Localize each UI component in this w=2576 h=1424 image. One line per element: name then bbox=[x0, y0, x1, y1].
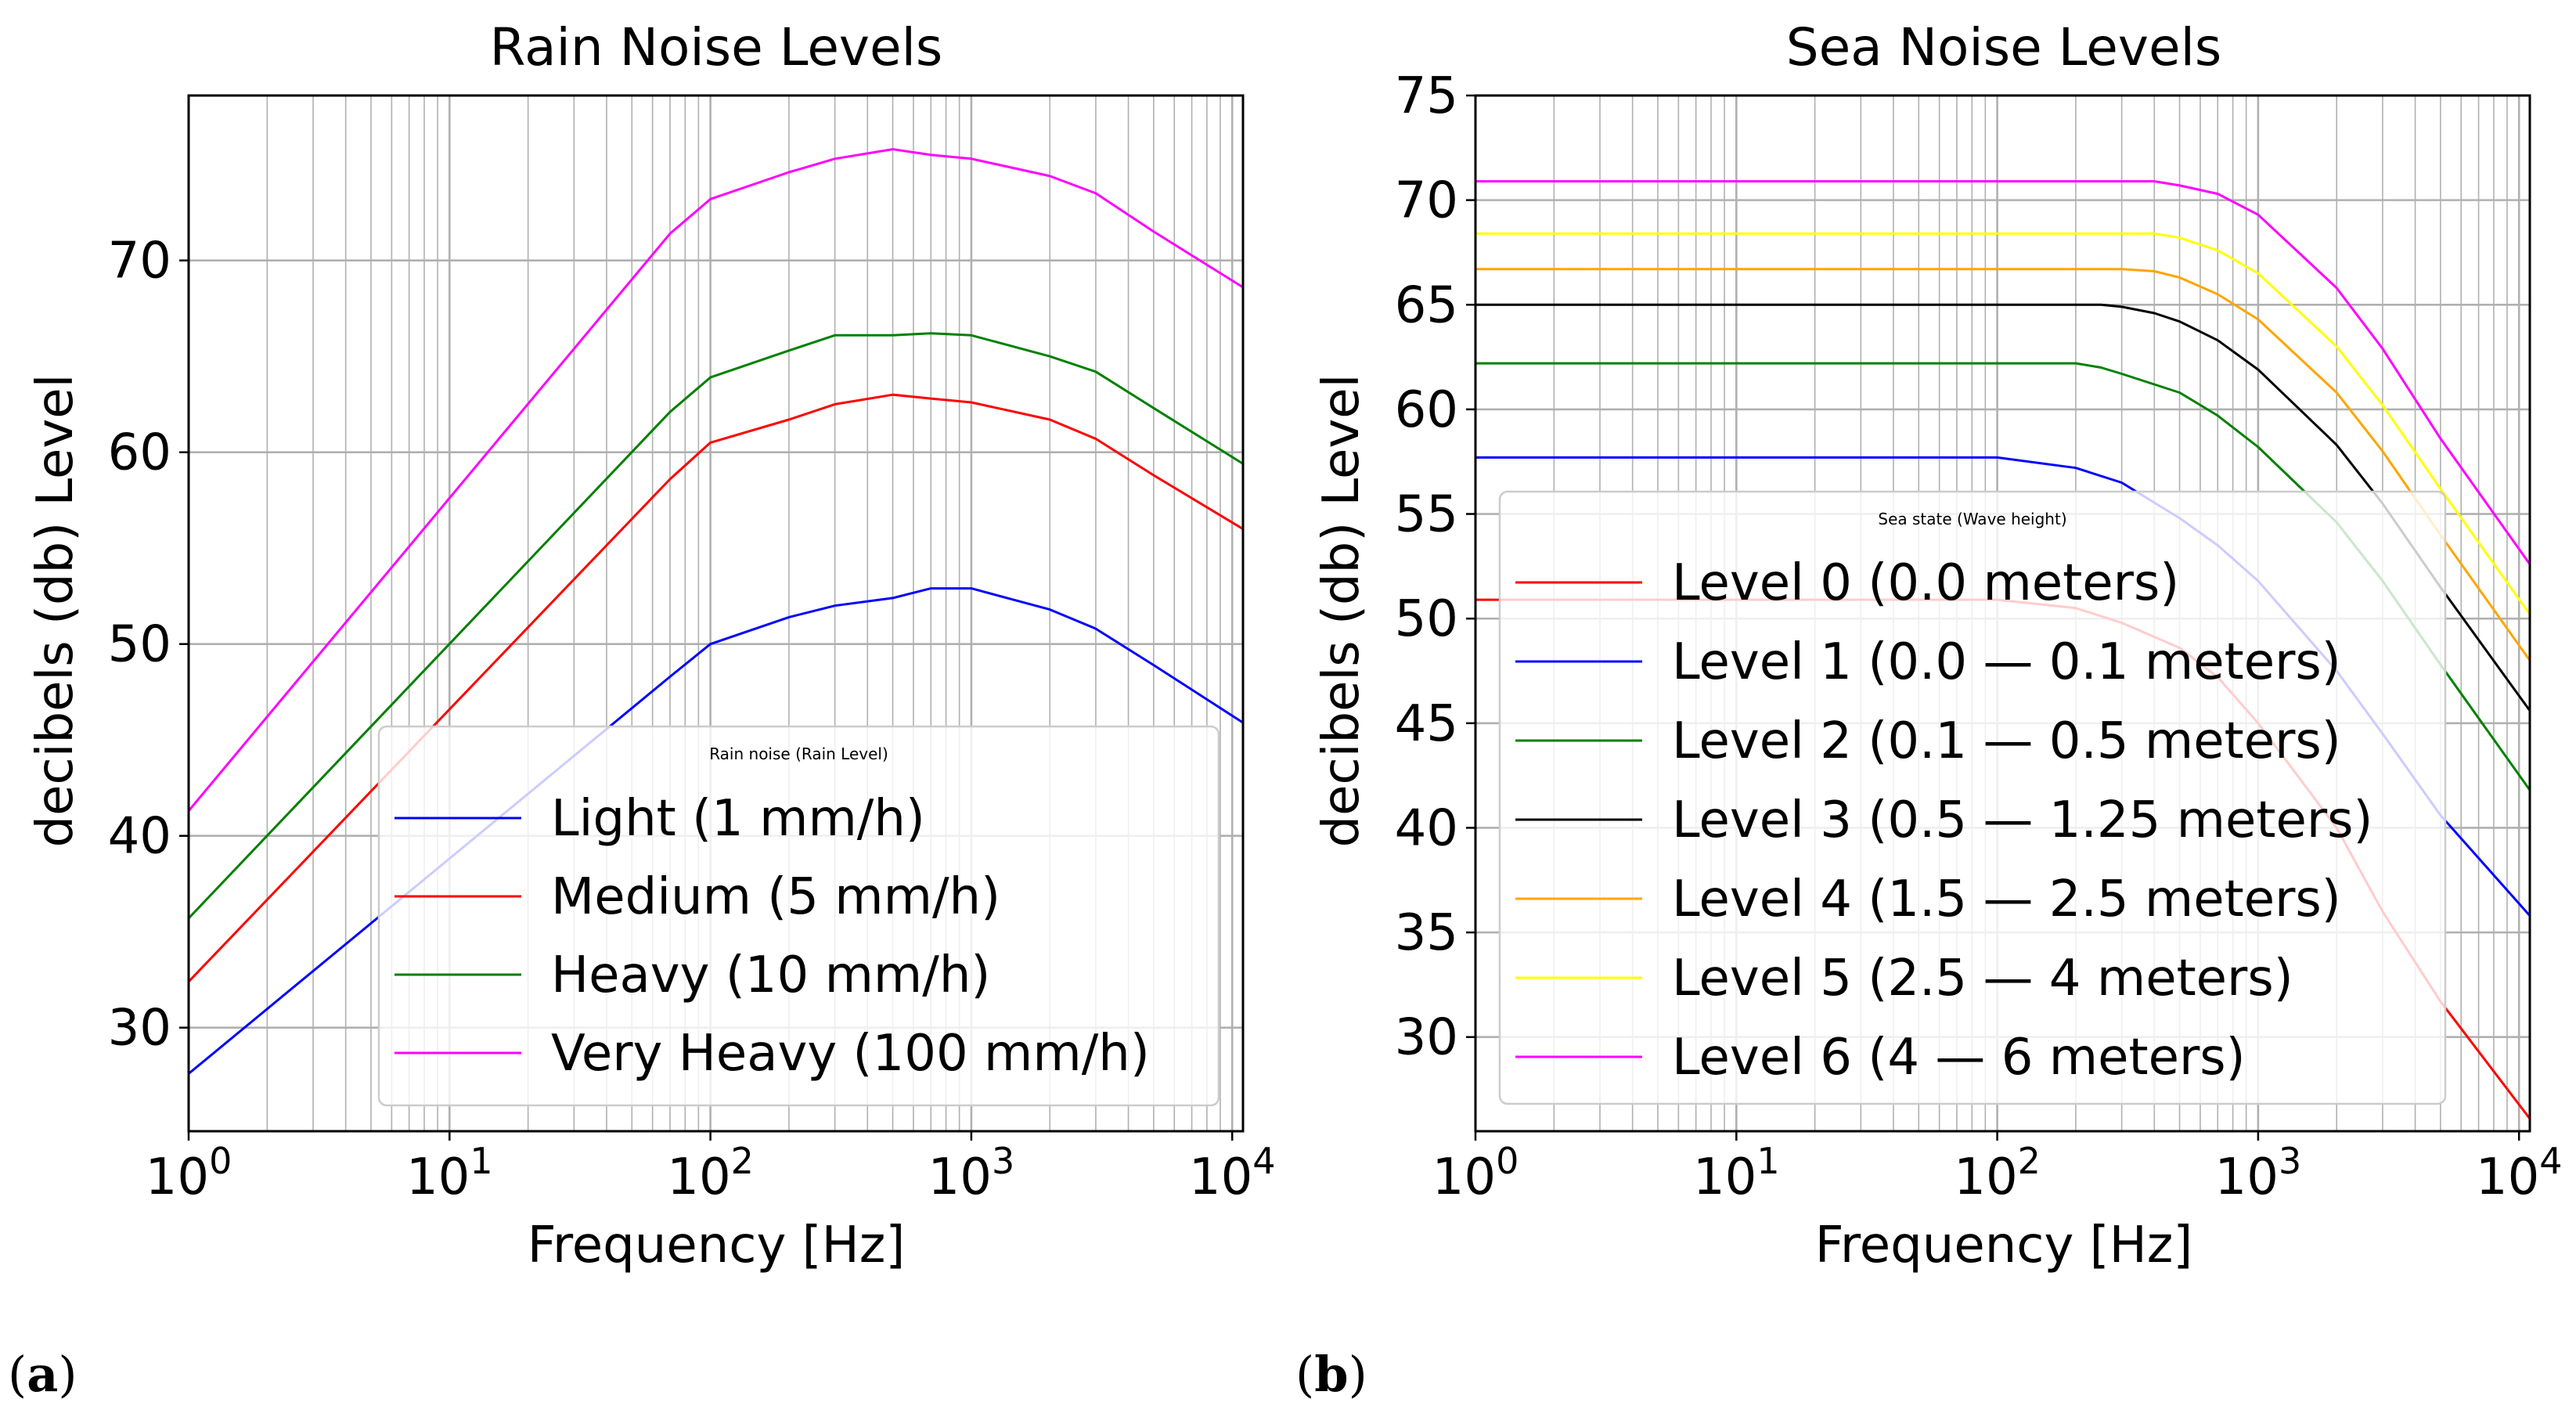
series-line bbox=[187, 332, 1244, 920]
chart-title: Rain Noise Levels bbox=[490, 17, 943, 78]
series-line bbox=[187, 148, 1244, 812]
y-tick-label: 30 bbox=[1395, 1009, 1458, 1067]
panel-letter: a bbox=[27, 1346, 58, 1403]
tick-base: 10 bbox=[1954, 1148, 2017, 1206]
tick-base: 10 bbox=[928, 1148, 992, 1206]
x-tick-label: 102 bbox=[667, 1140, 754, 1206]
x-tick-label: 101 bbox=[1693, 1140, 1780, 1206]
y-tick-labels: 30 35 40 45 50 55 60 65 70 75 bbox=[1395, 67, 1475, 1067]
x-tick-label: 104 bbox=[1189, 1140, 1276, 1206]
tick-base: 10 bbox=[1432, 1148, 1496, 1206]
plot-frame bbox=[187, 94, 1245, 1133]
y-axis-label: decibels (db) Level bbox=[1313, 374, 1371, 848]
x-tick-label: 101 bbox=[406, 1140, 493, 1206]
y-tick-label: 75 bbox=[1395, 67, 1458, 125]
x-tick-label: 103 bbox=[2215, 1140, 2302, 1206]
tick-exponent: 1 bbox=[1756, 1140, 1779, 1182]
legend-box bbox=[1498, 490, 2447, 1105]
x-tick-label: 104 bbox=[2476, 1140, 2563, 1206]
legend-item-label: Level 5 (2.5 — 4 meters) bbox=[1672, 950, 2293, 1008]
y-tick-label: 35 bbox=[1395, 904, 1458, 962]
tick-exponent: 4 bbox=[1252, 1140, 1275, 1182]
x-tick-label: 100 bbox=[1432, 1140, 1519, 1206]
x-tick-label: 103 bbox=[928, 1140, 1015, 1206]
series-line bbox=[1475, 232, 2531, 615]
legend-title: Rain noise (Rain Level) bbox=[709, 744, 888, 763]
tick-exponent: 0 bbox=[1496, 1140, 1519, 1182]
x-tick-labels: 100 101 102 103 104 bbox=[1432, 1131, 2563, 1206]
tick-exponent: 4 bbox=[2539, 1140, 2562, 1182]
y-tick-label: 70 bbox=[108, 233, 171, 290]
y-tick-label: 50 bbox=[108, 616, 171, 674]
panel-letter: b bbox=[1314, 1346, 1348, 1403]
x-tick-labels: 100 101 102 103 104 bbox=[146, 1131, 1276, 1206]
legend-item-label: Level 4 (1.5 — 2.5 meters) bbox=[1672, 871, 2341, 928]
x-axis-label: Frequency [Hz] bbox=[1815, 1217, 2193, 1274]
y-tick-label: 70 bbox=[1395, 172, 1458, 230]
y-tick-label: 40 bbox=[1395, 799, 1458, 857]
panel-label: (a) bbox=[8, 1346, 77, 1403]
series-line bbox=[187, 393, 1244, 982]
tick-exponent: 3 bbox=[2279, 1140, 2301, 1182]
legend-item-label: Medium (5 mm/h) bbox=[551, 868, 1000, 926]
series-line bbox=[1475, 180, 2531, 565]
series-lines bbox=[187, 148, 1244, 1075]
chart-title: Sea Noise Levels bbox=[1786, 17, 2222, 78]
panel-label: (b) bbox=[1295, 1346, 1367, 1403]
legend-item-label: Level 1 (0.0 — 0.1 meters) bbox=[1672, 633, 2341, 691]
y-tick-label: 55 bbox=[1395, 486, 1458, 544]
tick-exponent: 2 bbox=[731, 1140, 754, 1182]
rain-chart: Rain Noise Levels 100 101 102 103 104 304050… bbox=[8, 17, 1276, 1403]
tick-base: 10 bbox=[406, 1148, 470, 1206]
y-axis-label: decibels (db) Level bbox=[27, 374, 85, 848]
legend-item-label: Light (1 mm/h) bbox=[551, 790, 925, 848]
tick-base: 10 bbox=[667, 1148, 730, 1206]
legend-box bbox=[377, 725, 1220, 1107]
legend-item-label: Level 2 (0.1 — 0.5 meters) bbox=[1672, 712, 2341, 770]
y-tick-label: 60 bbox=[108, 424, 171, 482]
x-axis-label: Frequency [Hz] bbox=[528, 1217, 906, 1274]
tick-exponent: 3 bbox=[992, 1140, 1014, 1182]
tick-base: 10 bbox=[2476, 1148, 2539, 1206]
legend: Rain noise (Rain Level) Light (1 mm/h) Med… bbox=[377, 725, 1220, 1107]
x-tick-label: 102 bbox=[1954, 1140, 2041, 1206]
tick-base: 10 bbox=[2215, 1148, 2279, 1206]
legend-title: Sea state (Wave height) bbox=[1878, 510, 2066, 528]
y-tick-label: 40 bbox=[108, 808, 171, 866]
legend-item-label: Very Heavy (100 mm/h) bbox=[551, 1025, 1150, 1083]
y-tick-label: 65 bbox=[1395, 276, 1458, 334]
y-tick-label: 45 bbox=[1395, 695, 1458, 753]
tick-exponent: 1 bbox=[470, 1140, 492, 1182]
series-line bbox=[1475, 268, 2531, 662]
y-tick-label: 50 bbox=[1395, 590, 1458, 648]
y-tick-labels: 30 40 50 60 70 bbox=[108, 233, 189, 1058]
tick-exponent: 2 bbox=[2018, 1140, 2041, 1182]
y-tick-label: 30 bbox=[108, 1000, 171, 1058]
legend: Sea state (Wave height) Level 0 (0.0 mete… bbox=[1498, 490, 2447, 1105]
legend-item-label: Level 3 (0.5 — 1.25 meters) bbox=[1672, 791, 2372, 849]
legend-item-label: Level 0 (0.0 meters) bbox=[1672, 554, 2179, 612]
legend-item-label: Heavy (10 mm/h) bbox=[551, 946, 990, 1004]
tick-base: 10 bbox=[146, 1148, 209, 1206]
x-tick-label: 100 bbox=[146, 1140, 232, 1206]
tick-base: 10 bbox=[1693, 1148, 1756, 1206]
sea-chart: Sea Noise Levels 100 101 102 103 104 3035404… bbox=[1295, 17, 2563, 1403]
legend-item-label: Level 6 (4 — 6 meters) bbox=[1672, 1029, 2246, 1087]
y-tick-label: 60 bbox=[1395, 381, 1458, 439]
tick-base: 10 bbox=[1189, 1148, 1252, 1206]
tick-exponent: 0 bbox=[209, 1140, 232, 1182]
plot-frame bbox=[1474, 94, 2531, 1133]
series-line bbox=[188, 587, 1244, 1075]
